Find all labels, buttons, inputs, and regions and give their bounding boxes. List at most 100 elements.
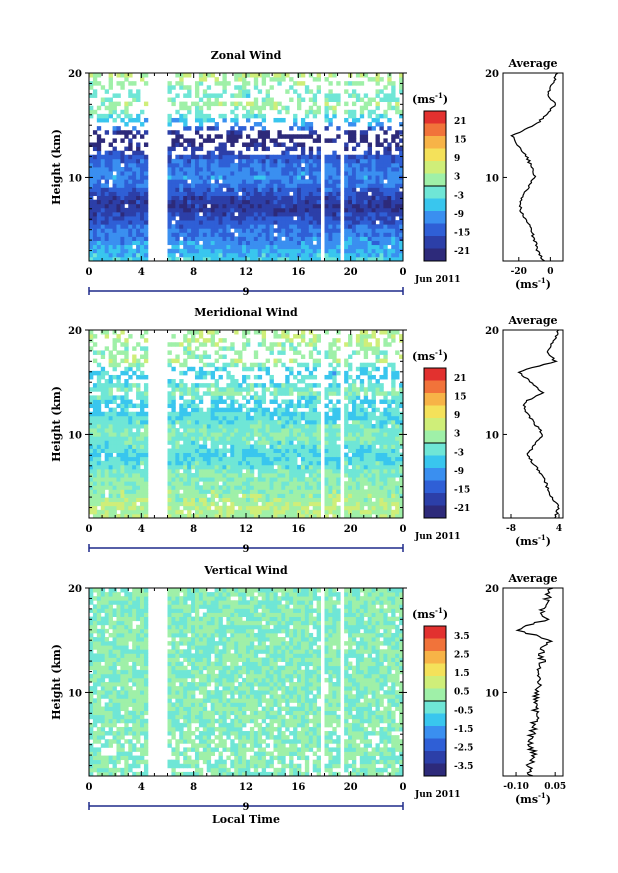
heatmap-cell	[324, 415, 329, 421]
heatmap-cell	[344, 146, 349, 152]
heatmap-cell	[289, 220, 294, 225]
heatmap-cell	[92, 407, 98, 413]
heatmap-cell	[140, 497, 145, 503]
heatmap-cell	[238, 216, 243, 221]
heatmap-cell	[355, 154, 361, 160]
heatmap-cell	[399, 77, 404, 82]
heatmap-cell	[112, 338, 117, 343]
heatmap-cell	[194, 179, 200, 184]
heatmap-cell	[238, 440, 243, 445]
heatmap-cell	[351, 485, 357, 490]
heatmap-cell	[171, 419, 176, 425]
heatmap-cell	[120, 216, 125, 221]
heatmap-cell	[281, 411, 286, 417]
heatmap-cell	[316, 232, 321, 237]
heatmap-cell	[383, 146, 388, 152]
heatmap-cell	[355, 191, 361, 197]
heatmap-cell	[351, 399, 357, 404]
heatmap-cell	[246, 338, 251, 343]
heatmap-cell	[348, 497, 353, 503]
heatmap-cell	[316, 179, 321, 184]
heatmap-cell	[132, 468, 137, 474]
heatmap-cell	[202, 224, 208, 229]
heatmap-cell	[183, 460, 188, 466]
heatmap-cell	[238, 436, 243, 441]
heatmap-cell	[132, 183, 137, 188]
heatmap-cell	[367, 199, 373, 205]
heatmap-cell	[108, 513, 113, 519]
heatmap-cell	[214, 383, 219, 388]
heatmap-cell	[222, 460, 227, 466]
heatmap-cell	[214, 93, 219, 98]
heatmap-cell	[128, 236, 133, 241]
heatmap-cell	[265, 211, 270, 217]
heatmap-cell	[308, 203, 314, 209]
heatmap-cell	[379, 228, 384, 233]
heatmap-cell	[312, 481, 318, 486]
heatmap-cell	[128, 183, 133, 188]
heatmap-cell	[253, 244, 259, 250]
heatmap-cell	[92, 489, 98, 494]
heatmap-cell	[124, 134, 129, 139]
heatmap-cell	[222, 199, 227, 205]
heatmap-cell	[363, 338, 369, 343]
heatmap-cell	[242, 464, 247, 470]
heatmap-cell	[391, 236, 396, 241]
heatmap-cell	[218, 252, 223, 258]
heatmap-cell	[308, 350, 314, 355]
heatmap-cell	[359, 501, 365, 507]
heatmap-cell	[312, 407, 318, 413]
heatmap-cell	[124, 497, 129, 503]
heatmap-cell	[297, 391, 302, 396]
heatmap-cell	[265, 73, 270, 78]
heatmap-cell	[206, 179, 212, 184]
heatmap-cell	[249, 452, 255, 458]
heatmap-cell	[257, 113, 263, 119]
heatmap-cell	[214, 252, 219, 258]
heatmap-cell	[363, 154, 369, 160]
heatmap-cell	[171, 195, 176, 201]
heatmap-cell	[206, 415, 212, 421]
heatmap-cell	[285, 501, 290, 507]
heatmap-cell	[206, 497, 212, 503]
heatmap-cell	[281, 154, 286, 160]
heatmap-cell	[289, 456, 294, 462]
heatmap-cell	[234, 432, 239, 437]
heatmap-cell	[316, 252, 321, 258]
heatmap-cell	[108, 362, 113, 368]
heatmap-cell	[246, 101, 251, 107]
heatmap-cell	[257, 481, 263, 486]
heatmap-cell	[242, 334, 247, 339]
heatmap-cell	[96, 428, 102, 433]
heatmap-cell	[328, 424, 333, 429]
heatmap-cell	[194, 248, 200, 254]
heatmap-cell	[304, 387, 310, 392]
heatmap-cell	[206, 362, 212, 368]
heatmap-cell	[281, 248, 286, 254]
heatmap-cell	[210, 101, 216, 107]
heatmap-cell	[132, 195, 137, 201]
heatmap-cell	[293, 134, 298, 139]
heatmap-cell	[273, 509, 278, 515]
heatmap-cell	[202, 424, 208, 429]
heatmap-cell	[261, 362, 267, 368]
heatmap-cell	[100, 158, 106, 164]
heatmap-cell	[285, 456, 290, 462]
heatmap-cell	[293, 122, 298, 127]
heatmap-cell	[136, 366, 141, 372]
heatmap-cell	[187, 460, 192, 466]
heatmap-cell	[96, 73, 102, 78]
heatmap-cell	[281, 391, 286, 396]
heatmap-cell	[300, 403, 306, 409]
heatmap-cell	[371, 481, 376, 486]
heatmap-cell	[140, 362, 145, 368]
heatmap-cell	[289, 126, 294, 131]
heatmap-cell	[108, 358, 113, 364]
heatmap-cell	[116, 473, 121, 478]
heatmap-cell	[351, 187, 357, 192]
heatmap-cell	[281, 142, 286, 147]
heatmap-cell	[344, 199, 349, 205]
heatmap-cell	[312, 391, 318, 396]
heatmap-cell	[261, 342, 267, 347]
heatmap-cell	[218, 167, 223, 172]
